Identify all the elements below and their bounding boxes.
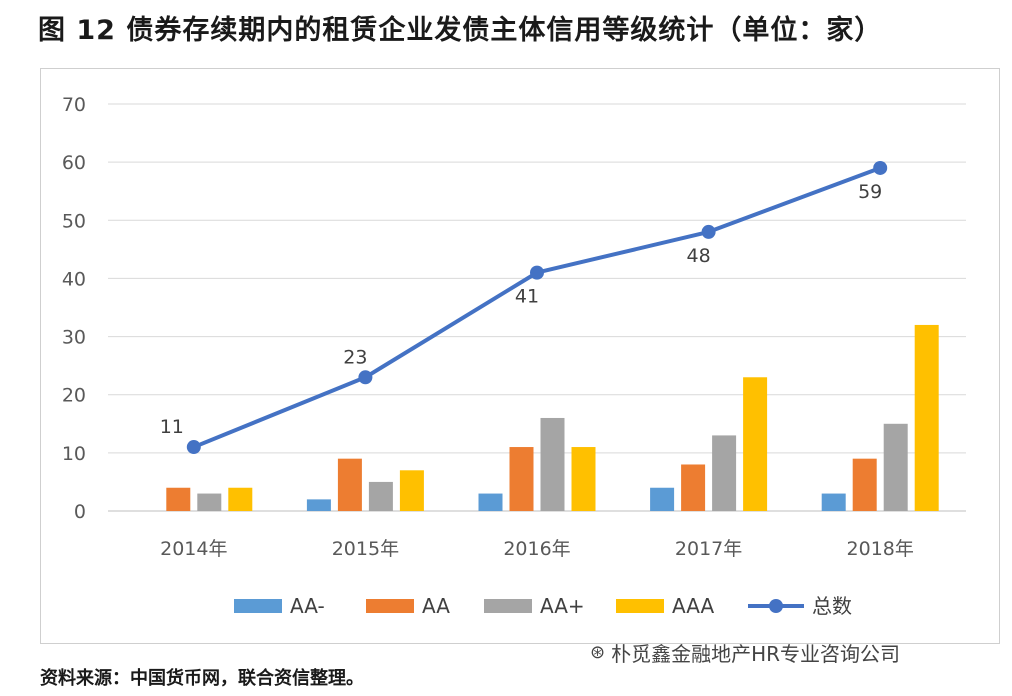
total-point xyxy=(358,370,373,385)
y-tick-label: 20 xyxy=(62,385,86,407)
legend-label: AAA xyxy=(672,594,714,618)
data-label: 59 xyxy=(858,181,882,203)
bar-aaminus xyxy=(821,493,846,511)
y-tick-label: 70 xyxy=(62,94,86,116)
legend-swatch xyxy=(484,599,532,613)
x-tick-label: 2014年 xyxy=(160,538,227,560)
y-tick-label: 30 xyxy=(62,327,86,349)
watermark-text: 朴觅鑫金融地产HR专业咨询公司 xyxy=(611,642,901,666)
bar-aaminus xyxy=(478,493,503,511)
x-tick-label: 2015年 xyxy=(332,538,399,560)
bar-aaa xyxy=(743,377,768,511)
bar-aa xyxy=(337,458,362,511)
bar-aa xyxy=(166,487,191,511)
bar-aaa xyxy=(571,447,596,511)
legend-swatch xyxy=(234,599,282,613)
total-point xyxy=(530,265,544,280)
bar-aaplus xyxy=(712,435,737,511)
x-tick-label: 2016年 xyxy=(503,538,570,560)
bar-aaa xyxy=(399,470,424,511)
data-label: 41 xyxy=(515,286,539,308)
legend-swatch-marker xyxy=(769,599,783,613)
source-note: 资料来源：中国货币网，联合资信整理。 xyxy=(40,668,364,689)
page-title: 图 12 债券存续期内的租赁企业发债主体信用等级统计（单位：家） xyxy=(38,15,883,46)
chart-frame xyxy=(40,68,1000,644)
y-tick-label: 50 xyxy=(62,210,86,232)
legend-label: AA xyxy=(422,594,450,618)
bar-aaminus xyxy=(650,487,675,511)
legend-label: AA+ xyxy=(540,594,585,618)
total-point xyxy=(186,440,201,455)
data-label: 23 xyxy=(343,346,367,368)
bar-aaminus xyxy=(306,499,331,511)
bar-aaplus xyxy=(883,423,908,511)
legend-label: 总数 xyxy=(812,594,852,618)
x-tick-label: 2018年 xyxy=(847,538,914,560)
y-tick-label: 10 xyxy=(62,443,86,465)
legend-swatch xyxy=(366,599,414,613)
watermark: ⊛ 朴觅鑫金融地产HR专业咨询公司 xyxy=(590,638,900,667)
data-label: 11 xyxy=(160,416,184,438)
legend-label: AA- xyxy=(290,594,325,618)
bar-aaa xyxy=(228,487,253,511)
bar-aaplus xyxy=(197,493,222,511)
bar-aaplus xyxy=(540,417,565,511)
total-point xyxy=(873,160,888,175)
bar-aa xyxy=(509,447,534,511)
data-label: 48 xyxy=(687,245,711,267)
legend-swatch xyxy=(616,599,664,613)
y-tick-label: 0 xyxy=(74,501,86,523)
bar-aaplus xyxy=(368,481,393,511)
x-tick-label: 2017年 xyxy=(675,538,742,560)
y-tick-label: 60 xyxy=(62,152,86,174)
chat-icon: ⊛ xyxy=(590,642,606,663)
bar-aa xyxy=(852,458,877,511)
total-point xyxy=(701,224,716,239)
bar-aa xyxy=(681,464,706,511)
y-tick-label: 40 xyxy=(62,268,86,290)
bar-aaa xyxy=(914,324,939,511)
